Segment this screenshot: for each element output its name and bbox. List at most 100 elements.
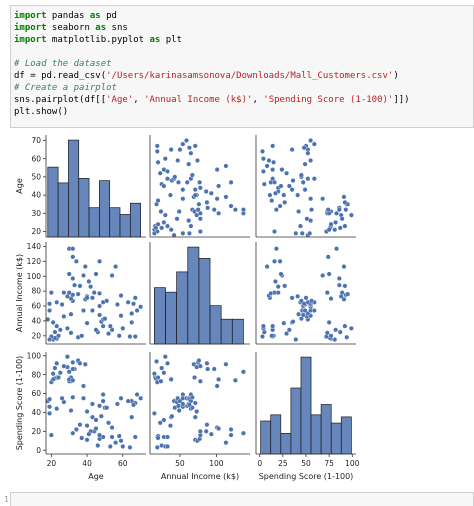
scatter-point	[84, 320, 90, 326]
scatter-point	[88, 284, 94, 290]
scatter-point	[165, 443, 171, 449]
scatter-point	[86, 278, 92, 284]
scatter-point	[214, 383, 220, 389]
scatter-point	[272, 229, 278, 235]
scatter-point	[84, 423, 90, 429]
scatter-point	[93, 271, 99, 277]
scatter-point	[333, 327, 339, 333]
scatter-point	[70, 377, 76, 383]
scatter-point	[159, 365, 165, 371]
scatter-point	[204, 199, 210, 205]
y-axis-label: Spending Score (1-100)	[15, 356, 24, 451]
scatter-point	[125, 299, 131, 305]
scatter-point	[264, 264, 270, 270]
scatter-point	[82, 361, 88, 367]
scatter-point	[275, 284, 281, 290]
scatter-point	[127, 334, 133, 340]
scatter-point	[180, 196, 186, 202]
scatter-point	[339, 290, 345, 296]
scatter-point	[138, 304, 144, 310]
scatter-point	[155, 221, 161, 227]
scatter-point	[308, 218, 314, 224]
scatter-point	[70, 254, 76, 260]
scatter-point	[93, 417, 99, 423]
y-tick-label: 50	[31, 172, 41, 181]
scatter-point	[270, 143, 276, 149]
y-tick-label: 30	[31, 209, 41, 218]
scatter-point	[97, 290, 103, 296]
hist-bar	[290, 387, 302, 455]
scatter-point	[196, 358, 202, 364]
scatter-point	[102, 316, 108, 322]
scatter-point	[197, 210, 203, 216]
scatter-point	[175, 179, 181, 185]
scatter-point	[196, 201, 202, 207]
panel	[149, 135, 250, 238]
scatter-point	[159, 225, 165, 231]
scatter-point	[336, 207, 342, 213]
scatter-point	[66, 271, 72, 277]
scatter-point	[70, 430, 76, 436]
scatter-point	[204, 422, 210, 428]
y-tick-label: 60	[31, 154, 41, 163]
scatter-point	[208, 431, 214, 437]
scatter-point	[272, 258, 278, 264]
scatter-point	[208, 190, 214, 196]
scatter-point	[320, 273, 326, 279]
scatter-point	[232, 207, 238, 213]
scatter-point	[275, 290, 281, 296]
scatter-point	[120, 443, 126, 449]
scatter-point	[100, 323, 106, 329]
scatter-point	[195, 207, 201, 213]
scatter-point	[97, 312, 103, 318]
scatter-point	[48, 432, 54, 438]
scatter-point	[109, 273, 115, 279]
scatter-point	[260, 323, 266, 329]
scatter-point	[289, 295, 295, 301]
scatter-point	[61, 313, 67, 319]
scatter-point	[290, 178, 296, 184]
scatter-point	[47, 301, 53, 307]
scatter-point	[161, 219, 167, 225]
scatter-point	[77, 422, 83, 428]
scatter-point	[162, 354, 168, 360]
scatter-point	[337, 329, 343, 335]
empty-cell[interactable]	[10, 492, 474, 506]
y-tick-label: 20	[31, 331, 41, 340]
scatter-point	[272, 190, 278, 196]
scatter-point	[129, 310, 135, 316]
scatter-point	[272, 179, 278, 185]
scatter-point	[278, 271, 284, 277]
scatter-point	[296, 311, 302, 317]
scatter-point	[89, 414, 95, 420]
scatter-point	[80, 273, 86, 279]
x-tick-label: 60	[118, 459, 128, 468]
scatter-point	[328, 296, 334, 302]
scatter-point	[70, 394, 76, 400]
scatter-point	[162, 156, 168, 162]
scatter-point	[91, 290, 97, 296]
scatter-point	[189, 172, 195, 178]
hist-bar	[187, 246, 200, 345]
scatter-point	[211, 207, 217, 213]
scatter-point	[228, 179, 234, 185]
scatter-point	[192, 414, 198, 420]
scatter-point	[105, 420, 111, 426]
hist-bar	[78, 178, 90, 238]
scatter-point	[325, 207, 331, 213]
scatter-point	[107, 323, 113, 329]
scatter-point	[84, 295, 90, 301]
scatter-point	[273, 246, 279, 252]
code-line: import matplotlib.pyplot as plt	[14, 34, 182, 45]
scatter-point	[134, 392, 140, 398]
scatter-point	[289, 147, 295, 153]
scatter-point	[161, 417, 167, 423]
y-tick-label: 20	[31, 227, 41, 236]
code-cell[interactable]	[10, 5, 474, 128]
scatter-point	[278, 183, 284, 189]
scatter-point	[324, 330, 330, 336]
y-tick-label: 140	[27, 242, 42, 251]
scatter-point	[155, 198, 161, 204]
scatter-point	[155, 375, 161, 381]
scatter-point	[100, 392, 106, 398]
